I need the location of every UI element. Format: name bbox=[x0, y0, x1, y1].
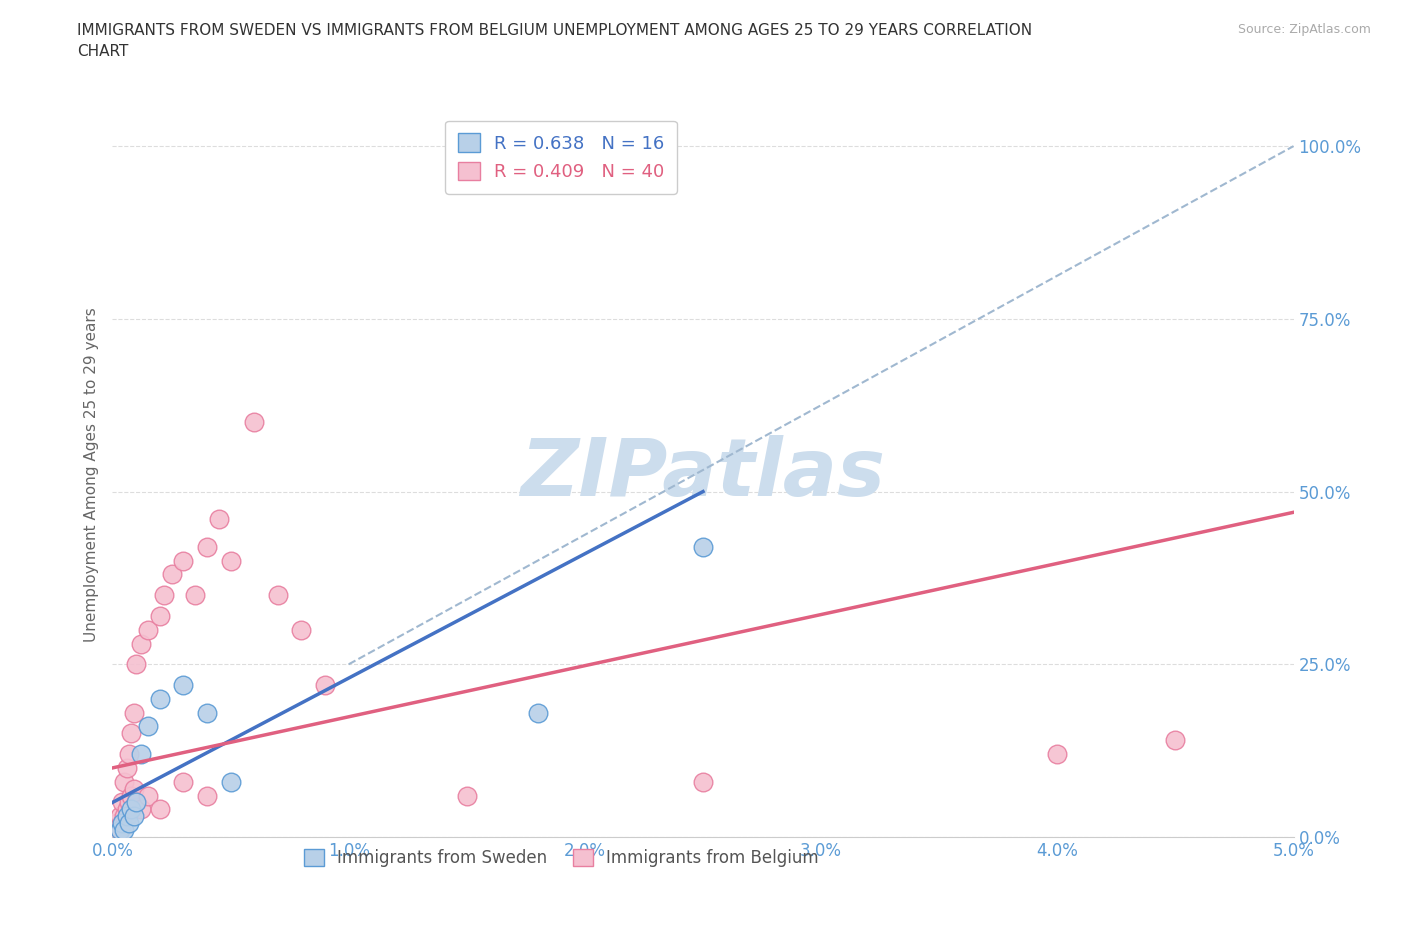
Point bbox=[195, 788, 218, 803]
Text: IMMIGRANTS FROM SWEDEN VS IMMIGRANTS FROM BELGIUM UNEMPLOYMENT AMONG AGES 25 TO : IMMIGRANTS FROM SWEDEN VS IMMIGRANTS FRO… bbox=[77, 23, 1032, 60]
Point bbox=[112, 775, 135, 790]
Point bbox=[118, 747, 141, 762]
Y-axis label: Unemployment Among Ages 25 to 29 years: Unemployment Among Ages 25 to 29 years bbox=[83, 307, 98, 642]
Legend: Immigrants from Sweden, Immigrants from Belgium: Immigrants from Sweden, Immigrants from … bbox=[295, 841, 827, 876]
Point bbox=[195, 539, 218, 554]
Point bbox=[136, 719, 159, 734]
Point bbox=[122, 705, 145, 720]
Point bbox=[108, 823, 131, 838]
Point bbox=[122, 809, 145, 824]
Point bbox=[456, 788, 478, 803]
Point bbox=[219, 775, 242, 790]
Point bbox=[125, 795, 148, 810]
Point bbox=[120, 788, 142, 803]
Point bbox=[118, 816, 141, 830]
Point bbox=[112, 823, 135, 838]
Point bbox=[136, 788, 159, 803]
Point bbox=[108, 809, 131, 824]
Point bbox=[112, 809, 135, 824]
Point bbox=[111, 816, 134, 830]
Point bbox=[149, 802, 172, 817]
Point bbox=[111, 816, 134, 830]
Point bbox=[160, 567, 183, 582]
Text: Source: ZipAtlas.com: Source: ZipAtlas.com bbox=[1237, 23, 1371, 36]
Point bbox=[526, 705, 548, 720]
Point bbox=[1046, 747, 1069, 762]
Point bbox=[219, 553, 242, 568]
Point bbox=[172, 553, 194, 568]
Point bbox=[118, 795, 141, 810]
Point bbox=[149, 608, 172, 623]
Point bbox=[129, 636, 152, 651]
Point bbox=[172, 678, 194, 693]
Point bbox=[314, 678, 336, 693]
Point bbox=[115, 761, 138, 776]
Point bbox=[115, 809, 138, 824]
Point bbox=[125, 657, 148, 671]
Point bbox=[692, 539, 714, 554]
Point bbox=[115, 802, 138, 817]
Point bbox=[111, 795, 134, 810]
Point bbox=[108, 823, 131, 838]
Point bbox=[243, 415, 266, 430]
Point bbox=[120, 726, 142, 741]
Point bbox=[136, 622, 159, 637]
Point bbox=[105, 816, 128, 830]
Point bbox=[172, 775, 194, 790]
Point bbox=[208, 512, 231, 526]
Point bbox=[195, 705, 218, 720]
Point bbox=[129, 747, 152, 762]
Point bbox=[125, 795, 148, 810]
Point bbox=[267, 588, 290, 603]
Point bbox=[149, 691, 172, 706]
Point bbox=[129, 802, 152, 817]
Point bbox=[153, 588, 176, 603]
Point bbox=[122, 781, 145, 796]
Point bbox=[120, 802, 142, 817]
Text: ZIPatlas: ZIPatlas bbox=[520, 435, 886, 513]
Point bbox=[692, 775, 714, 790]
Point bbox=[184, 588, 207, 603]
Point bbox=[1164, 733, 1187, 748]
Point bbox=[290, 622, 312, 637]
